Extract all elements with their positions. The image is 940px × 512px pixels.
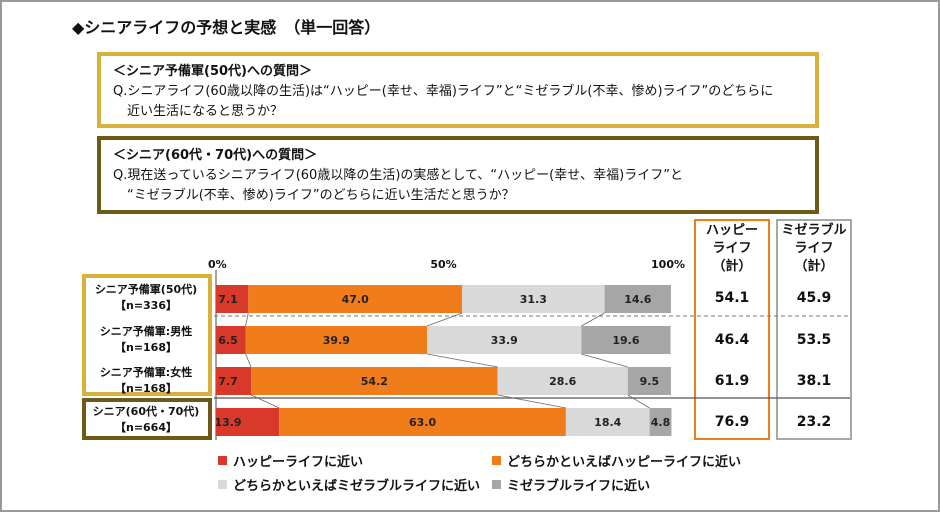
bar-data-label: 7.1 bbox=[218, 293, 238, 306]
legend-label: どちらかといえばハッピーライフに近い bbox=[507, 455, 742, 470]
row-label: シニア予備軍(50代) 【n=336】 bbox=[82, 282, 210, 314]
miserable-header-line3: （計） bbox=[794, 259, 834, 274]
bar-data-label: 4.8 bbox=[651, 416, 671, 429]
miserable-total-value: 23.2 bbox=[796, 414, 832, 430]
bar-connector-line bbox=[245, 312, 249, 327]
miserable-total-header: ミゼラブル ライフ （計） bbox=[776, 222, 852, 276]
bar-segment bbox=[604, 285, 671, 313]
row-label: シニア(60代・70代) 【n=664】 bbox=[82, 404, 210, 436]
question-text-senior-line1: Q.現在送っているシニアライフ(60歳以降の生活)の実感として、“ハッピー(幸せ… bbox=[113, 168, 683, 183]
legend-label: ハッピーライフに近い bbox=[233, 455, 364, 470]
bar-segment bbox=[627, 367, 671, 395]
bar-segment bbox=[248, 285, 463, 313]
question-text-senior-line2: “ミゼラブル(不幸、惨め)ライフ”のどちらに近い生活だと思うか？ bbox=[127, 188, 515, 203]
row-label-n: 【n=664】 bbox=[114, 421, 177, 434]
bar-segment bbox=[462, 285, 605, 313]
bar-segment bbox=[497, 367, 628, 395]
legend-swatch bbox=[492, 480, 501, 489]
question-header-yobigun: ＜シニア予備軍(50代)への質問＞ bbox=[113, 64, 312, 79]
bar-data-label: 47.0 bbox=[342, 293, 369, 306]
bar-data-label: 28.6 bbox=[549, 375, 576, 388]
bar-segment bbox=[279, 408, 566, 436]
happy-total-value: 76.9 bbox=[714, 414, 750, 430]
happy-header-line2: ライフ bbox=[712, 241, 752, 256]
x-tick-label: 0% bbox=[208, 258, 227, 271]
row-label-name: シニア(60代・70代) bbox=[92, 405, 200, 418]
x-tick-label: 100% bbox=[651, 258, 685, 271]
row-label: シニア予備軍:男性 【n=168】 bbox=[82, 324, 210, 356]
legend-label: ミゼラブルライフに近い bbox=[507, 479, 651, 494]
bar-segment bbox=[216, 408, 280, 436]
bar-segment bbox=[216, 367, 252, 395]
miserable-total-column bbox=[776, 219, 852, 440]
x-tick-label: 50% bbox=[430, 258, 456, 271]
bar-connector-line bbox=[426, 312, 463, 327]
bar-data-label: 14.6 bbox=[624, 293, 651, 306]
bar-connector-line bbox=[581, 312, 605, 327]
row-label-name: シニア予備軍:男性 bbox=[99, 325, 193, 338]
miserable-header-line2: ライフ bbox=[794, 241, 834, 256]
happy-total-value: 61.9 bbox=[714, 373, 750, 389]
bar-connector-line bbox=[581, 353, 628, 368]
yobigun-label-frame bbox=[82, 274, 212, 396]
bar-data-label: 6.5 bbox=[218, 334, 238, 347]
question-box-senior: ＜シニア(60代・70代)への質問＞ Q.現在送っているシニアライフ(60歳以降… bbox=[97, 136, 819, 214]
happy-header-line3: （計） bbox=[712, 259, 752, 274]
happy-total-header: ハッピー ライフ （計） bbox=[694, 222, 770, 276]
legend-swatch bbox=[218, 480, 227, 489]
question-box-yobigun: ＜シニア予備軍(50代)への質問＞ Q.シニアライフ(60歳以降の生活)は“ハッ… bbox=[97, 52, 819, 128]
bar-segment bbox=[245, 326, 428, 354]
bar-segment bbox=[216, 326, 246, 354]
bar-data-label: 19.6 bbox=[612, 334, 639, 347]
page-title: ◆シニアライフの予想と実感 （単一回答） bbox=[72, 18, 381, 37]
legend-swatch bbox=[218, 456, 227, 465]
bar-data-label: 7.7 bbox=[218, 375, 238, 388]
row-label-n: 【n=168】 bbox=[114, 382, 177, 395]
miserable-total-value: 38.1 bbox=[796, 373, 832, 389]
miserable-total-value: 45.9 bbox=[796, 290, 832, 306]
legend-item: ミゼラブルライフに近い bbox=[492, 475, 650, 494]
bar-data-label: 18.4 bbox=[594, 416, 621, 429]
bar-connector-line bbox=[627, 394, 650, 409]
miserable-header-line1: ミゼラブル bbox=[781, 223, 847, 238]
legend-swatch bbox=[492, 456, 501, 465]
question-header-senior: ＜シニア(60代・70代)への質問＞ bbox=[113, 148, 318, 163]
question-text-yobigun-line2: 近い生活になると思うか？ bbox=[127, 104, 284, 119]
bar-connector-line bbox=[497, 394, 566, 409]
bar-data-label: 63.0 bbox=[409, 416, 436, 429]
bar-data-label: 13.9 bbox=[214, 416, 241, 429]
happy-total-column bbox=[694, 219, 770, 440]
bar-segment bbox=[649, 408, 672, 436]
bar-data-label: 33.9 bbox=[491, 334, 518, 347]
bar-connector-line bbox=[427, 353, 498, 368]
happy-header-line1: ハッピー bbox=[705, 223, 758, 238]
senior-label-frame bbox=[82, 398, 212, 440]
bar-data-label: 39.9 bbox=[323, 334, 350, 347]
question-text-yobigun-line1: Q.シニアライフ(60歳以降の生活)は“ハッピー(幸せ、幸福)ライフ”と“ミゼラ… bbox=[113, 84, 774, 99]
bar-segment bbox=[251, 367, 498, 395]
happy-total-value: 54.1 bbox=[714, 290, 750, 306]
miserable-total-value: 53.5 bbox=[796, 332, 832, 348]
legend-item: どちらかといえばハッピーライフに近い bbox=[492, 451, 741, 470]
bar-data-label: 54.2 bbox=[361, 375, 388, 388]
bar-segment bbox=[427, 326, 582, 354]
row-label-n: 【n=336】 bbox=[114, 299, 177, 312]
bar-data-label: 9.5 bbox=[640, 375, 660, 388]
row-label-name: シニア予備軍:女性 bbox=[99, 366, 193, 379]
legend-item: ハッピーライフに近い bbox=[218, 451, 363, 470]
bar-segment bbox=[565, 408, 650, 436]
row-label: シニア予備軍:女性 【n=168】 bbox=[82, 365, 210, 397]
legend-item: どちらかといえばミゼラブルライフに近い bbox=[218, 475, 480, 494]
bar-segment bbox=[581, 326, 671, 354]
bar-connector-line bbox=[245, 353, 252, 368]
bar-segment bbox=[216, 285, 249, 313]
row-label-name: シニア予備軍(50代) bbox=[94, 283, 198, 296]
bar-connector-line bbox=[250, 394, 280, 409]
happy-total-value: 46.4 bbox=[714, 332, 750, 348]
bar-data-label: 31.3 bbox=[520, 293, 547, 306]
row-label-n: 【n=168】 bbox=[114, 341, 177, 354]
legend-label: どちらかといえばミゼラブルライフに近い bbox=[233, 479, 481, 494]
